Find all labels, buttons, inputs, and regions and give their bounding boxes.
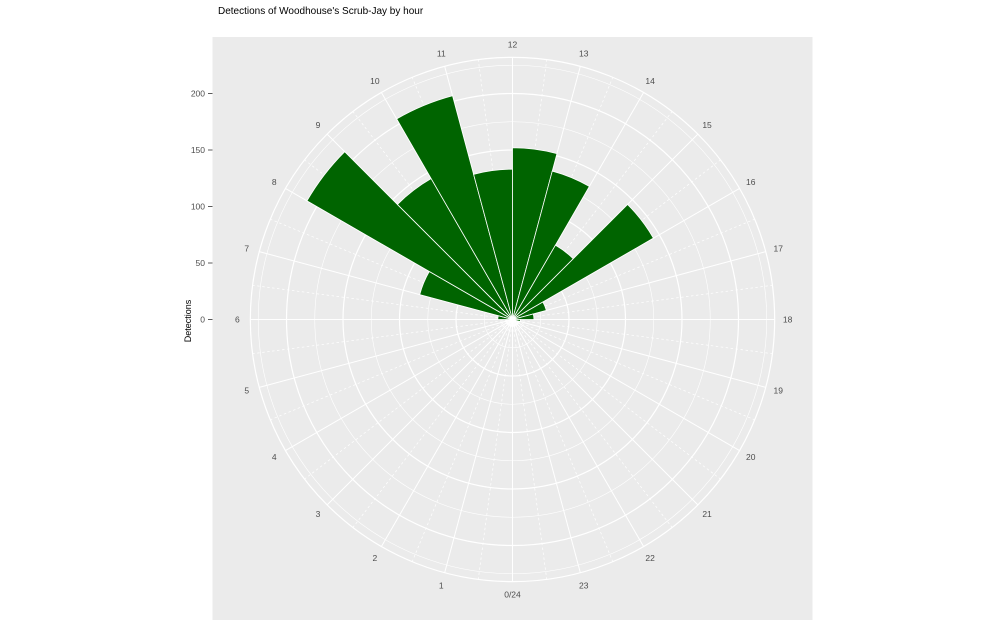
- hour-label-0-24: 0/24: [504, 590, 521, 600]
- hour-label-17: 17: [774, 243, 784, 253]
- grid-spoke-minor: [252, 319, 513, 355]
- grid-spoke-major: [259, 319, 513, 388]
- grid-spoke-major: [512, 319, 766, 388]
- hour-label-1: 1: [439, 580, 444, 590]
- grid-spoke-minor: [270, 319, 513, 421]
- hour-label-16: 16: [746, 177, 756, 187]
- hour-label-22: 22: [645, 553, 655, 563]
- plot-title: Detections of Woodhouse's Scrub-Jay by h…: [218, 6, 424, 17]
- hour-label-10: 10: [370, 76, 380, 86]
- grid-spoke-major: [512, 319, 740, 452]
- grid-spoke-major: [512, 251, 766, 320]
- y-tick-label-100: 100: [191, 202, 205, 212]
- grid-spoke-minor: [512, 319, 755, 421]
- grid-spoke-minor: [411, 319, 513, 562]
- bar-hour-10: [396, 95, 513, 320]
- hour-label-6: 6: [235, 315, 240, 325]
- hour-label-4: 4: [272, 452, 277, 462]
- grid-spoke-minor: [512, 218, 755, 320]
- grid-spoke-minor: [270, 218, 513, 320]
- grid-spoke-minor: [512, 319, 773, 355]
- grid-spoke-minor: [477, 319, 513, 580]
- grid-spoke-minor: [512, 319, 614, 562]
- grid-spoke-minor: [304, 319, 513, 480]
- bar-hour-8: [306, 151, 513, 320]
- y-tick-label-200: 200: [191, 89, 205, 99]
- grid-spoke-minor: [512, 111, 673, 320]
- bar-hour-17: [512, 313, 535, 320]
- hour-label-3: 3: [316, 509, 321, 519]
- grid-spoke-major: [380, 319, 513, 547]
- grid-spoke-minor: [512, 284, 773, 320]
- hour-label-11: 11: [437, 49, 446, 59]
- hour-label-19: 19: [774, 386, 784, 396]
- hour-label-2: 2: [373, 553, 378, 563]
- grid-spoke-minor: [352, 319, 513, 528]
- hour-label-15: 15: [702, 120, 712, 130]
- grid-spoke-major: [512, 319, 645, 547]
- y-tick-label-150: 150: [191, 145, 205, 155]
- hour-labels-group: 0/24123456789101112131415161718192021222…: [235, 39, 793, 599]
- hour-label-14: 14: [645, 76, 655, 86]
- hour-label-12: 12: [508, 39, 518, 49]
- hour-label-13: 13: [579, 49, 589, 59]
- grid-spoke-minor: [512, 319, 673, 528]
- hour-label-23: 23: [579, 580, 589, 590]
- bar-hour-13: [512, 170, 590, 320]
- hour-label-20: 20: [746, 452, 756, 462]
- grid-spoke-major: [326, 319, 513, 506]
- bar-hour-15: [512, 203, 654, 320]
- hour-label-5: 5: [244, 386, 249, 396]
- hour-label-8: 8: [272, 177, 277, 187]
- hour-label-18: 18: [783, 315, 793, 325]
- hour-label-7: 7: [244, 243, 249, 253]
- grid-spoke-major: [285, 319, 513, 452]
- y-tick-label-50: 50: [196, 258, 206, 268]
- grid-spoke-minor: [512, 319, 548, 580]
- bars-group: [306, 95, 654, 323]
- grid-spoke-major: [512, 319, 581, 573]
- bar-hour-16: [512, 301, 547, 320]
- hour-label-9: 9: [316, 120, 321, 130]
- bar-hour-18: [512, 319, 521, 323]
- y-axis-title: Detections: [183, 299, 193, 342]
- hour-label-21: 21: [702, 509, 712, 519]
- grid-spoke-minor: [512, 319, 721, 480]
- grid-spoke-major: [444, 319, 513, 573]
- grid-spoke-minor: [252, 284, 513, 320]
- y-axis-group: 0 50 100 150 200: [191, 89, 213, 325]
- y-tick-label-0: 0: [200, 315, 205, 325]
- grid-spoke-major: [512, 319, 699, 506]
